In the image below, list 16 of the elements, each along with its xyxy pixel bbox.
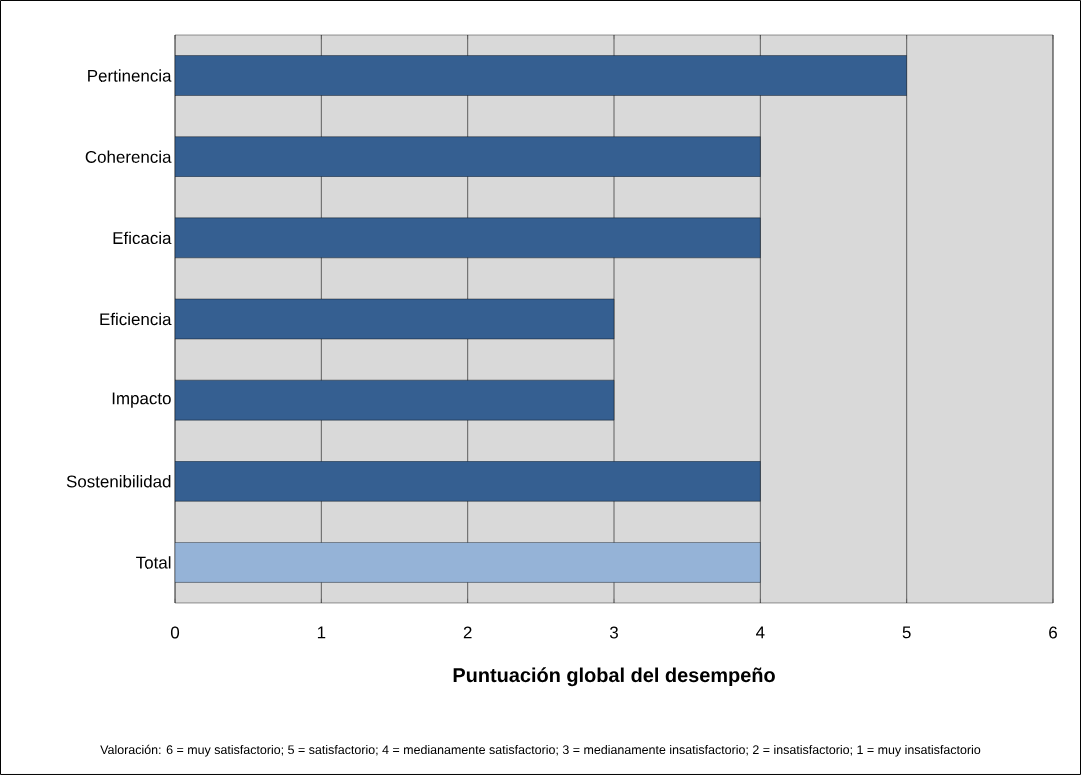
y-tick-label: Eficiencia (100, 312, 172, 326)
y-tick-label: Eficacia (113, 231, 172, 245)
x-tick-label: 6 (1049, 626, 1057, 639)
y-tick-label: Pertinencia (88, 69, 172, 82)
x-tick-label: 3 (609, 626, 618, 639)
x-tick-label: 0 (170, 626, 180, 639)
text: Valoración: 6 = muy satisfactorio; 5 = satisfactorio; 4 = medianamente satisfactorio; 3 = medianamente insatisfactorio; 2 = insatisfactorio; 1 = muy insatisfactorio (100, 744, 981, 757)
y-tick-label: Coherencia (85, 150, 172, 163)
y-tick-label: Total (136, 556, 171, 569)
y-tick-label: Sostenibilidad (66, 475, 171, 488)
y-tick-label: Impacto (112, 392, 171, 408)
x-tick-label: 1 (317, 626, 326, 639)
x-tick-label: 5 (902, 626, 911, 639)
x-tick-label: 2 (463, 626, 472, 639)
x-tick-label: 4 (756, 626, 765, 639)
x-axis-title: Puntuación global del desempeño (453, 667, 775, 687)
